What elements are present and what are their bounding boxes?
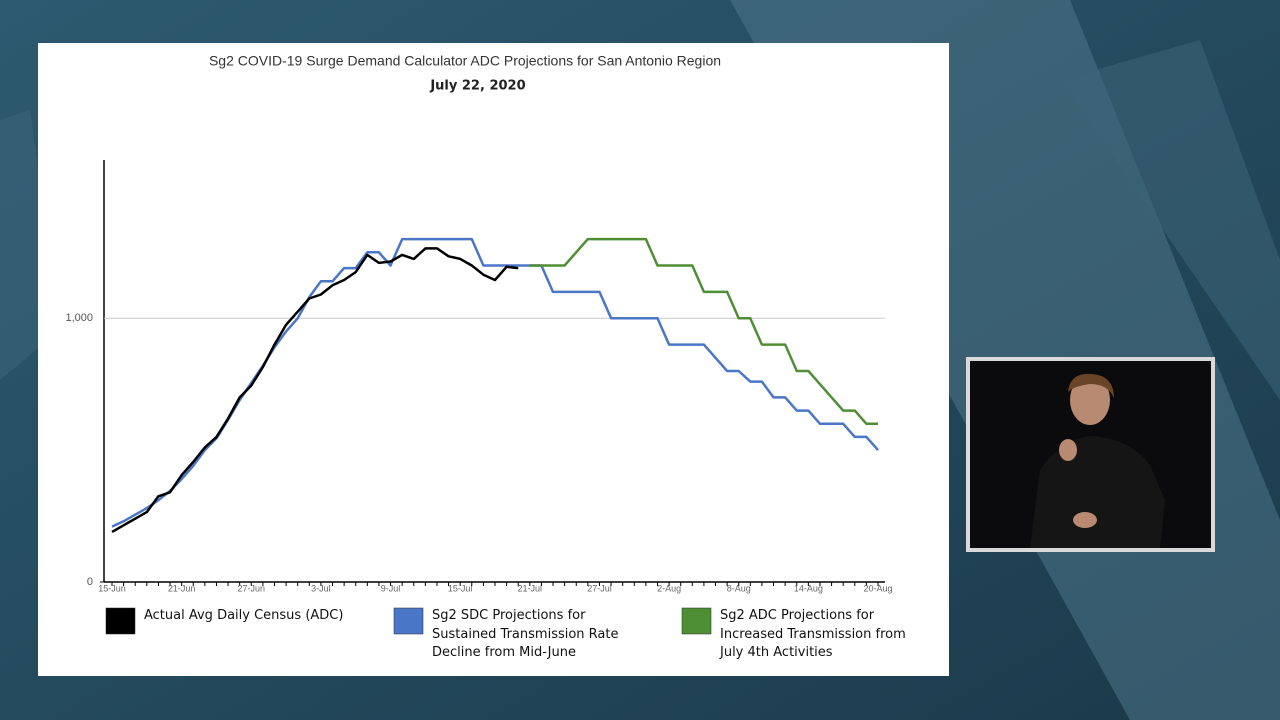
person-head xyxy=(1070,375,1110,425)
x-tick-label: 21-Jul xyxy=(518,583,543,593)
legend-label: Actual Avg Daily Census (ADC) xyxy=(144,608,344,623)
legend-label: Sg2 ADC Projections for Increased Transm… xyxy=(720,608,906,660)
x-tick-label: 21-Jun xyxy=(168,583,196,593)
x-tick-label: 27-Jul xyxy=(587,583,612,593)
person-body xyxy=(1030,436,1165,548)
interpreter-video xyxy=(966,357,1215,552)
legend-swatch xyxy=(681,607,712,635)
y-tick-label: 1,000 xyxy=(65,312,93,324)
x-tick-label: 20-Aug xyxy=(863,583,892,593)
person-hand xyxy=(1073,512,1097,528)
x-tick-label: 15-Jul xyxy=(448,583,473,593)
series-line xyxy=(111,237,879,528)
person-hand xyxy=(1059,439,1077,461)
legend-swatch xyxy=(105,607,136,635)
series-line xyxy=(529,237,878,426)
chart-subtitle: July 22, 2020 xyxy=(429,79,525,94)
legend-swatch xyxy=(393,607,424,635)
x-tick-label: 8-Aug xyxy=(727,583,751,593)
x-tick-label: 3-Jul xyxy=(311,583,331,593)
chart-panel xyxy=(38,43,949,676)
bg-stripe xyxy=(1060,40,1280,400)
x-tick-label: 2-Aug xyxy=(657,583,681,593)
series-line xyxy=(111,247,519,533)
y-tick-label: 0 xyxy=(87,576,93,588)
x-tick-label: 27-Jun xyxy=(238,583,266,593)
x-tick-label: 9-Jul xyxy=(381,583,401,593)
x-tick-label: 14-Aug xyxy=(794,583,823,593)
person-hair xyxy=(1068,373,1114,398)
legend-label: Sg2 SDC Projections for Sustained Transm… xyxy=(432,608,619,660)
chart-title: Sg2 COVID-19 Surge Demand Calculator ADC… xyxy=(209,53,721,69)
x-tick-label: 15-Jun xyxy=(98,583,126,593)
